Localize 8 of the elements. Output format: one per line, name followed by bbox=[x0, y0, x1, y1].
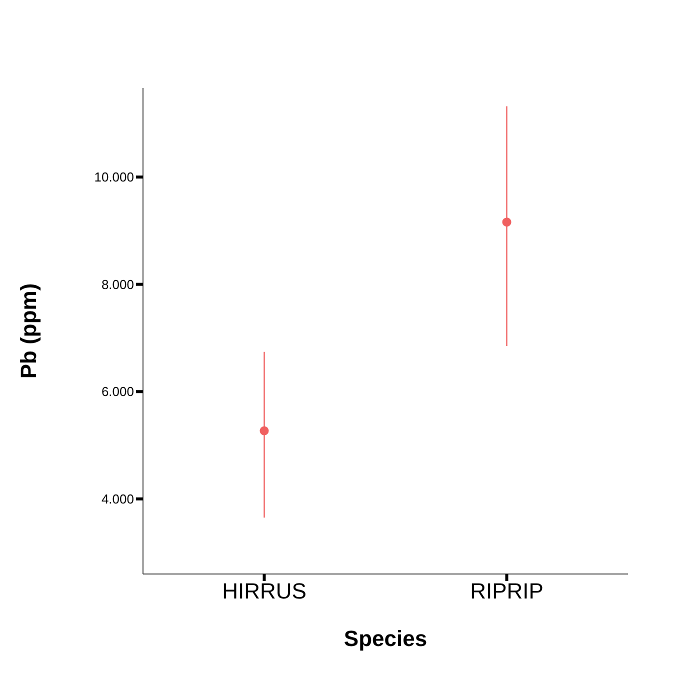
y-tick-label: 6.000 bbox=[101, 384, 134, 400]
y-axis-title: Pb (ppm) bbox=[16, 283, 41, 379]
y-tick-label: 10.000 bbox=[94, 170, 134, 185]
y-tick-label: 8.000 bbox=[101, 276, 134, 292]
x-tick-label: HIRRUS bbox=[222, 578, 306, 604]
x-axis-title: Species bbox=[344, 626, 428, 651]
y-tick-label: 4.000 bbox=[101, 492, 134, 507]
x-tick-label: RIPRIP bbox=[470, 578, 544, 604]
